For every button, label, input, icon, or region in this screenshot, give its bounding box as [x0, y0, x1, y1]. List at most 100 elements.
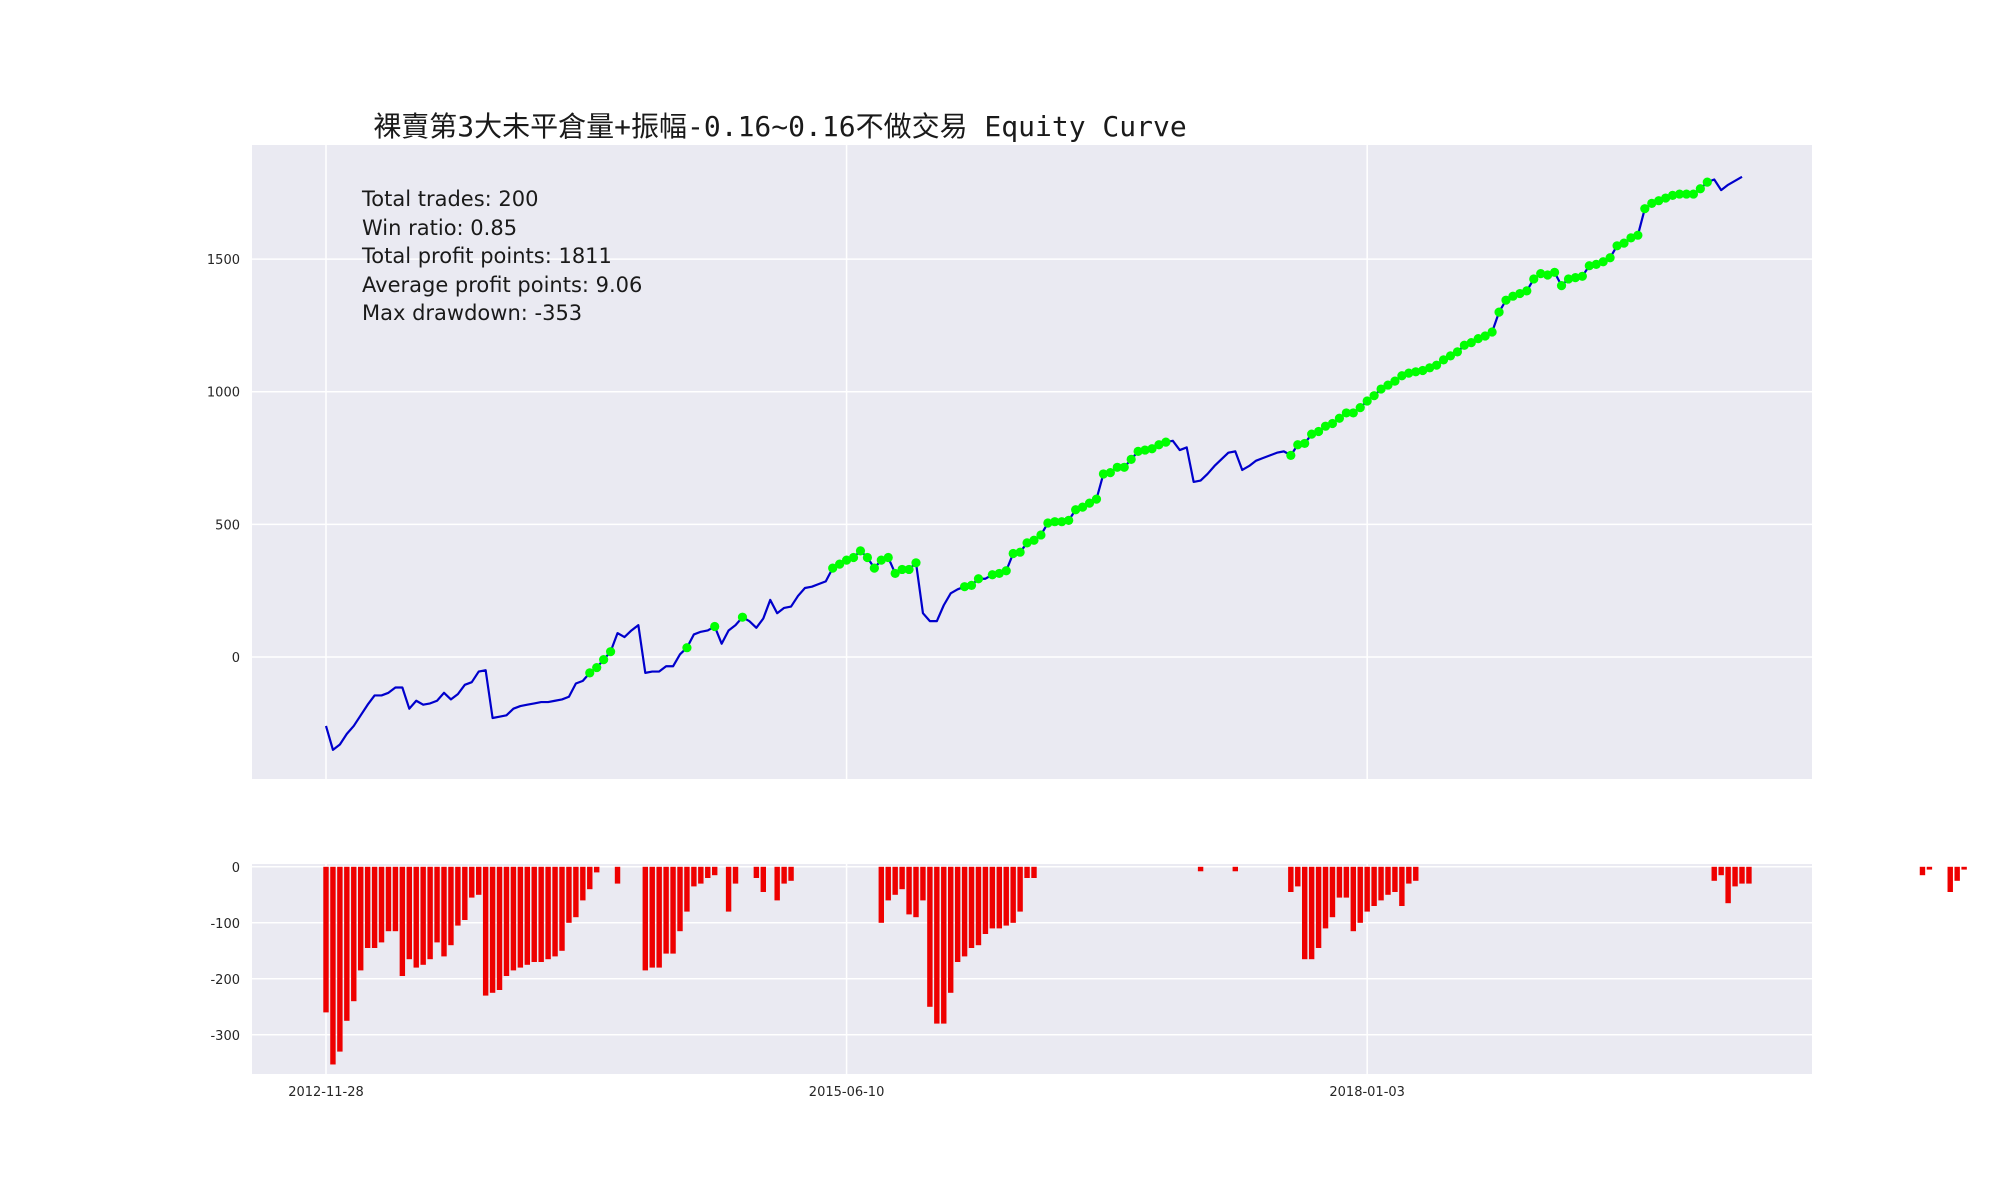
new-high-marker	[1515, 288, 1525, 299]
new-high-marker	[599, 655, 609, 665]
new-high-marker	[1071, 505, 1081, 515]
new-high-marker	[1307, 429, 1317, 439]
drawdown-bar	[378, 866, 385, 943]
drawdown-bar	[934, 866, 940, 1024]
drawdown-bar	[1919, 866, 1926, 876]
new-high-marker	[1584, 261, 1594, 271]
drawdown-bar	[913, 866, 919, 918]
drawdown-bar	[1378, 866, 1384, 901]
drawdown-bar	[510, 866, 517, 971]
new-high-marker	[1105, 468, 1115, 478]
drawdown-bar	[899, 866, 905, 890]
drawdown-bar	[580, 866, 586, 901]
total-trades-text: Total trades: 200	[361, 187, 538, 211]
new-high-marker	[1098, 469, 1109, 479]
drawdown-bar	[496, 866, 503, 990]
new-high-marker	[585, 668, 595, 678]
drawdown-bar	[1718, 866, 1724, 876]
drawdown-bar	[1350, 866, 1357, 932]
new-high-marker	[876, 555, 886, 565]
new-high-marker	[911, 558, 921, 568]
new-high-marker	[1556, 280, 1567, 291]
new-high-marker	[855, 546, 866, 556]
drawdown-bar	[941, 866, 947, 1024]
new-high-marker	[1563, 274, 1574, 284]
new-high-marker	[1654, 196, 1664, 206]
new-high-marker	[1431, 360, 1442, 370]
new-high-marker	[1008, 548, 1018, 559]
drawdown-bar	[351, 866, 357, 1002]
drawdown-bar	[1746, 866, 1752, 884]
new-high-marker	[1397, 371, 1407, 381]
new-high-marker	[1452, 347, 1463, 357]
new-high-marker	[1057, 517, 1067, 527]
drawdown-bar	[954, 866, 961, 962]
drawdown-bar	[371, 866, 378, 948]
equity-y-axis: 0 500 1000 1500	[207, 253, 240, 666]
drawdown-bar	[1010, 866, 1016, 923]
drawdown-bar	[1364, 866, 1370, 912]
drawdown-bars	[323, 866, 1967, 1065]
new-high-marker	[1348, 408, 1358, 418]
drawdown-bar	[1315, 866, 1322, 948]
new-high-marker	[1570, 273, 1581, 283]
new-high-marker	[1688, 189, 1699, 199]
drawdown-bar	[559, 866, 565, 951]
new-high-marker	[973, 574, 984, 584]
drawdown-bar	[663, 866, 669, 954]
new-high-marker	[1327, 418, 1338, 429]
drawdown-bar	[462, 866, 468, 920]
new-high-marker	[1022, 538, 1032, 548]
drawdown-bar	[1003, 866, 1009, 926]
new-high-marker	[1404, 368, 1414, 378]
drawdown-bar	[711, 866, 718, 876]
new-high-marker	[994, 568, 1004, 579]
new-high-marker	[1077, 502, 1088, 512]
new-high-marker	[1043, 518, 1053, 528]
new-high-marker	[1369, 391, 1379, 401]
new-high-marker	[835, 559, 845, 569]
new-high-marker	[1549, 267, 1560, 277]
drawdown-y-tick-label: -300	[210, 1029, 240, 1044]
drawdown-bar	[1954, 866, 1960, 881]
drawdown-bar	[885, 866, 891, 901]
drawdown-bar	[989, 866, 996, 929]
new-high-marker	[897, 564, 907, 575]
new-high-marker	[1015, 547, 1025, 557]
drawdown-bar	[642, 866, 649, 971]
drawdown-bar	[1017, 866, 1023, 912]
new-high-marker	[605, 647, 616, 657]
drawdown-bar	[878, 866, 885, 923]
drawdown-bar	[587, 866, 593, 890]
new-high-marker	[1522, 286, 1532, 296]
equity-plot-area	[252, 145, 1812, 779]
new-high-marker	[869, 563, 879, 573]
new-high-marker	[1667, 190, 1678, 201]
drawdown-bar	[1322, 866, 1329, 929]
new-high-marker	[1661, 193, 1671, 203]
total-profit-text: Total profit points: 1811	[361, 244, 612, 268]
new-high-marker	[966, 580, 977, 590]
drawdown-bar	[503, 866, 510, 976]
drawdown-bar	[413, 866, 419, 968]
new-high-marker	[1605, 253, 1615, 263]
new-high-marker	[1647, 198, 1657, 208]
new-high-marker	[1633, 230, 1643, 240]
new-high-marker	[883, 552, 893, 563]
drawdown-bar	[489, 866, 496, 993]
drawdown-bar	[920, 866, 926, 901]
new-high-marker	[592, 662, 602, 673]
drawdown-bar	[705, 866, 711, 878]
new-high-marker	[1126, 454, 1136, 464]
new-high-marker	[1390, 376, 1400, 386]
drawdown-bar	[670, 866, 676, 954]
drawdown-bar	[434, 866, 440, 943]
drawdown-bar	[1725, 866, 1731, 904]
new-high-marker	[1362, 396, 1372, 406]
drawdown-bar	[996, 866, 1003, 929]
new-high-marker	[1473, 334, 1483, 344]
x-tick-label: 2018-01-03	[1329, 1085, 1405, 1100]
drawdown-bar	[524, 866, 531, 965]
new-high-marker	[1320, 421, 1331, 431]
